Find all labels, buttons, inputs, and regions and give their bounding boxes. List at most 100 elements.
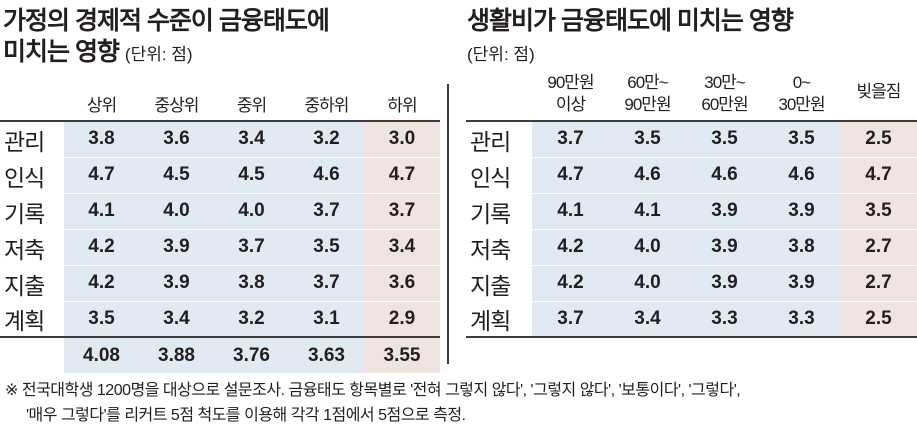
table-row: 기록 4.1 4.1 3.9 3.9 3.5 <box>466 192 917 229</box>
table-cell: 4.0 <box>139 192 214 229</box>
col-header-line1: 0~ <box>792 73 811 92</box>
table-cell: 3.4 <box>364 228 440 265</box>
table-cell: 3.7 <box>214 228 289 265</box>
table-cell: 4.0 <box>609 264 686 301</box>
row-label: 관리 <box>0 120 64 157</box>
table-cell: 2.7 <box>840 264 917 301</box>
table-row: 저축 4.2 3.9 3.7 3.5 3.4 <box>0 228 440 265</box>
table-cell: 3.9 <box>686 192 763 229</box>
footnote: ※ 전국대학생 1200명을 대상으로 설문조사. 금융태도 항목별로 '전혀 … <box>5 378 741 428</box>
row-label: 인식 <box>466 156 532 193</box>
table-cell: 4.7 <box>364 156 440 193</box>
table-cell: 4.6 <box>609 156 686 193</box>
table-cell: 3.7 <box>364 192 440 229</box>
row-label: 저축 <box>466 228 532 265</box>
table-cell: 3.3 <box>686 300 763 338</box>
row-label: 기록 <box>466 192 532 229</box>
table-cell: 3.9 <box>686 264 763 301</box>
table-cell: 3.2 <box>289 120 364 157</box>
col-header-line2: 90만원 <box>624 95 671 114</box>
table-row: 지출 4.2 3.9 3.8 3.7 3.6 <box>0 264 440 301</box>
table-cell: 3.9 <box>139 264 214 301</box>
table-cell: 3.4 <box>609 300 686 338</box>
table-cell: 3.5 <box>64 300 139 338</box>
table-cell: 2.5 <box>840 120 917 157</box>
table-cell: 4.2 <box>64 264 139 301</box>
left-header-row: 상위 중상위 중위 중하위 하위 <box>0 84 440 121</box>
average-cell: 3.55 <box>364 336 440 373</box>
table-cell: 3.9 <box>763 192 840 229</box>
col-header-line2: 60만원 <box>701 95 748 114</box>
table-cell: 4.2 <box>532 264 609 301</box>
table-cell: 3.8 <box>763 228 840 265</box>
table-cell: 3.5 <box>609 120 686 157</box>
right-col-header: 60만~ 90만원 <box>609 68 686 121</box>
table-cell: 3.4 <box>139 300 214 338</box>
right-unit: (단위: 점) <box>467 45 535 64</box>
table-row: 지출 4.2 4.0 3.9 3.9 2.7 <box>466 264 917 301</box>
row-label: 계획 <box>466 300 532 338</box>
table-row: 기록 4.1 4.0 4.0 3.7 3.7 <box>0 192 440 229</box>
table-cell: 3.8 <box>64 120 139 157</box>
table-cell: 3.5 <box>763 120 840 157</box>
table-cell: 4.6 <box>686 156 763 193</box>
left-unit: (단위: 점) <box>124 45 193 64</box>
table-cell: 3.5 <box>840 192 917 229</box>
average-cell: 3.76 <box>214 336 289 373</box>
table-cell: 3.9 <box>686 228 763 265</box>
row-label: 계획 <box>0 300 64 338</box>
left-corner-cell <box>0 84 64 121</box>
left-col-header: 하위 <box>387 96 417 115</box>
row-label: 저축 <box>0 228 64 265</box>
left-title: 가정의 경제적 수준이 금융태도에 미치는 영향 (단위: 점) <box>3 6 330 70</box>
col-header-line2: 이상 <box>555 95 586 114</box>
left-table: 상위 중상위 중위 중하위 하위 관리 3.8 3.6 3.4 3.2 3.0 … <box>0 84 440 373</box>
table-cell: 4.0 <box>214 192 289 229</box>
col-header-line1: 90만원 <box>547 73 594 92</box>
table-cell: 4.0 <box>609 228 686 265</box>
table-cell: 4.2 <box>532 228 609 265</box>
table-cell: 4.1 <box>64 192 139 229</box>
table-cell: 3.1 <box>289 300 364 338</box>
footnote-line2: '매우 그렇다'를 리커트 5점 척도를 이용해 각각 1점에서 5점으로 측정… <box>26 407 466 424</box>
right-col-header: 빚을짐 <box>840 68 917 121</box>
row-label: 지출 <box>466 264 532 301</box>
average-cell: 3.63 <box>289 336 364 373</box>
table-cell: 3.8 <box>214 264 289 301</box>
table-cell: 2.9 <box>364 300 440 338</box>
table-cell: 3.4 <box>214 120 289 157</box>
table-row: 인식 4.7 4.5 4.5 4.6 4.7 <box>0 156 440 193</box>
right-corner-cell <box>466 68 532 121</box>
row-label: 인식 <box>0 156 64 193</box>
left-col-header: 중하위 <box>304 96 350 115</box>
right-table: 90만원 이상 60만~ 90만원 30만~ 60만원 0~ 30만원 빚을짐 관리 3… <box>466 68 917 338</box>
table-cell: 3.5 <box>289 228 364 265</box>
right-title: 생활비가 금융태도에 미치는 영향 <box>467 7 794 35</box>
table-cell: 4.7 <box>840 156 917 193</box>
table-cell: 3.3 <box>763 300 840 338</box>
left-col-header: 중상위 <box>154 96 200 115</box>
table-cell: 3.7 <box>532 300 609 338</box>
divider-line <box>447 84 449 364</box>
table-cell: 3.6 <box>364 264 440 301</box>
table-cell: 3.6 <box>139 120 214 157</box>
table-row: 관리 3.8 3.6 3.4 3.2 3.0 <box>0 120 440 157</box>
table-cell: 3.0 <box>364 120 440 157</box>
average-cell: 4.08 <box>64 336 139 373</box>
table-cell: 2.7 <box>840 228 917 265</box>
table-row: 저축 4.2 4.0 3.9 3.8 2.7 <box>466 228 917 265</box>
table-cell: 4.1 <box>609 192 686 229</box>
right-col-header: 0~ 30만원 <box>763 68 840 121</box>
table-cell: 4.5 <box>139 156 214 193</box>
table-cell: 4.5 <box>214 156 289 193</box>
row-label: 관리 <box>466 120 532 157</box>
table-cell: 3.7 <box>532 120 609 157</box>
row-label: 지출 <box>0 264 64 301</box>
table-cell: 3.2 <box>214 300 289 338</box>
table-cell: 4.7 <box>532 156 609 193</box>
table-cell: 4.1 <box>532 192 609 229</box>
average-cell: 3.88 <box>139 336 214 373</box>
table-cell: 4.6 <box>289 156 364 193</box>
table-row: 인식 4.7 4.6 4.6 4.6 4.7 <box>466 156 917 193</box>
